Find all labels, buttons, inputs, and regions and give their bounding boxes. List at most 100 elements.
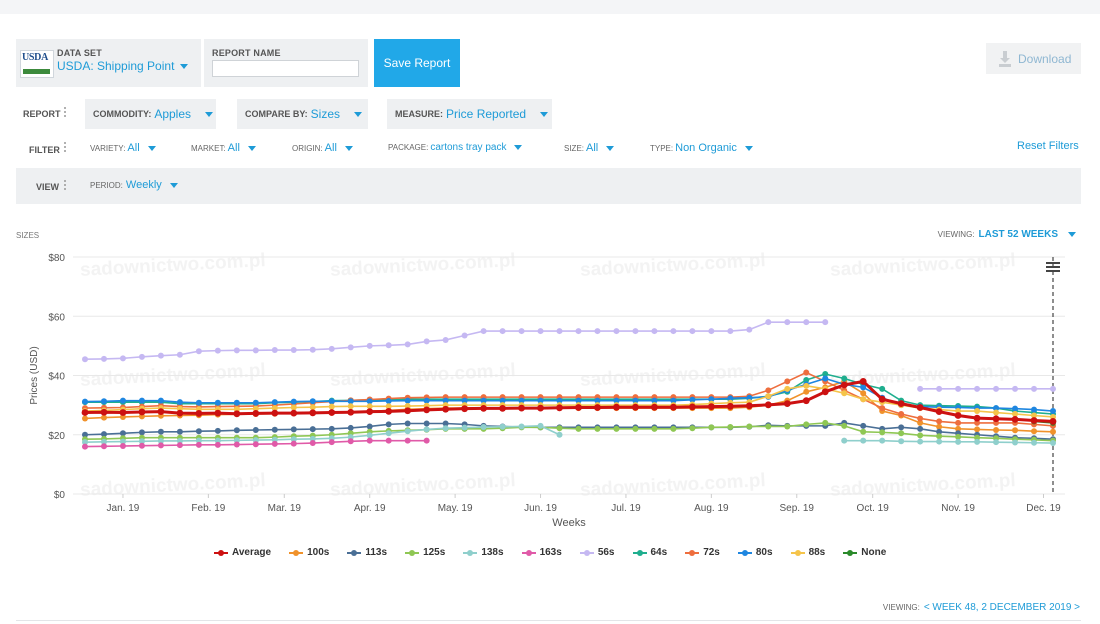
data-point-125s [784, 423, 791, 430]
legend-item-72s[interactable]: 72s [685, 547, 720, 558]
data-point-113s [366, 423, 373, 430]
data-point-163s [271, 440, 278, 447]
data-point-100s [860, 390, 867, 397]
data-point-88s [993, 409, 1000, 416]
data-point-100s [1012, 427, 1019, 434]
legend-item-163s[interactable]: 163s [521, 547, 562, 558]
data-point-80s [537, 397, 544, 404]
chevron-down-icon [744, 146, 753, 151]
data-point-average [859, 378, 867, 385]
data-point-163s [119, 443, 126, 450]
data-point-80s [1012, 405, 1019, 412]
market-filter[interactable]: MARKET: All [191, 142, 256, 154]
data-point-average [537, 404, 544, 412]
data-point-113s [290, 426, 297, 433]
variety-filter[interactable]: VARIETY: All [90, 142, 156, 154]
viewing-range-selector[interactable]: VIEWING: LAST 52 WEEKS [938, 229, 1076, 240]
save-report-button[interactable]: Save Report [374, 39, 460, 87]
origin-filter[interactable]: ORIGIN: All [292, 142, 353, 154]
data-point-56s [765, 319, 772, 326]
legend-swatch [347, 549, 362, 557]
data-point-113s [347, 424, 354, 431]
legend-item-113s[interactable]: 113s [347, 547, 387, 558]
data-point-56s [290, 347, 297, 354]
data-point-138s [556, 431, 563, 438]
commodity-dropdown[interactable]: COMMODITY: Apples [85, 99, 216, 129]
legend-item-100s[interactable]: 100s [289, 547, 329, 558]
y-tick-label: $40 [48, 372, 65, 383]
report-name-input[interactable] [212, 60, 359, 77]
data-point-100s [917, 419, 924, 426]
data-point-80s [632, 397, 639, 404]
data-point-average [764, 401, 772, 409]
type-filter[interactable]: TYPE: Non Organic [650, 142, 753, 154]
data-point-56s [328, 345, 335, 352]
data-point-138s [366, 432, 373, 439]
chart-legend: Average 100s 113s 125s 138s 163s 56s 64s 72s 80s 8… [214, 547, 904, 558]
x-tick-label: Jun. 19 [524, 503, 557, 514]
legend-item-88s[interactable]: 88s [790, 547, 825, 558]
measure-dropdown[interactable]: MEASURE: Price Reported [387, 99, 552, 129]
data-point-80s [404, 397, 411, 404]
data-point-138s [537, 422, 544, 429]
data-point-average [1049, 418, 1057, 425]
legend-item-none[interactable]: None [843, 547, 886, 558]
data-point-80s [82, 398, 88, 405]
legend-item-average[interactable]: Average [214, 547, 271, 558]
data-point-100s [82, 415, 88, 422]
data-point-125s [974, 434, 981, 441]
report-menu-icon[interactable] [64, 107, 66, 117]
legend-swatch [737, 549, 752, 557]
data-point-80s [214, 399, 221, 406]
data-point-average [1030, 417, 1038, 424]
week-navigator[interactable]: VIEWING: < WEEK 48, 2 DECEMBER 2019 > [882, 602, 1080, 613]
legend-item-64s[interactable]: 64s [632, 547, 667, 558]
data-point-56s [271, 347, 278, 354]
legend-item-125s[interactable]: 125s [405, 547, 445, 558]
data-point-72s [803, 369, 810, 376]
data-point-138s [936, 438, 943, 445]
size-filter[interactable]: SIZE: All [564, 142, 615, 154]
data-point-125s [670, 425, 677, 432]
download-button[interactable]: Download [986, 43, 1081, 74]
legend-item-80s[interactable]: 80s [737, 547, 773, 558]
data-point-163s [252, 441, 259, 448]
period-dropdown[interactable]: PERIOD: Weekly [90, 179, 178, 191]
data-point-average [992, 415, 1000, 423]
data-point-72s [974, 419, 981, 426]
data-point-average [119, 409, 127, 416]
data-point-138s [157, 437, 164, 444]
data-point-113s [898, 424, 905, 431]
data-point-138s [252, 437, 259, 444]
legend-label: 138s [481, 547, 504, 558]
compare-by-dropdown[interactable]: COMPARE BY: Sizes [237, 99, 368, 129]
legend-item-56s[interactable]: 56s [579, 547, 615, 558]
filter-menu-icon[interactable] [64, 142, 66, 152]
data-point-average [157, 408, 165, 416]
data-point-138s [423, 426, 430, 433]
data-point-138s [974, 438, 981, 445]
data-point-163s [347, 438, 354, 445]
data-point-163s [290, 440, 297, 447]
bottom-divider [16, 620, 1081, 621]
view-menu-icon[interactable] [64, 180, 66, 190]
data-point-113s [423, 420, 430, 427]
data-point-138s [898, 438, 905, 445]
data-point-138s [917, 438, 924, 445]
data-point-113s [176, 428, 183, 435]
data-point-125s [575, 425, 582, 432]
dataset-value[interactable]: USDA: Shipping Point [57, 59, 189, 73]
data-point-56s [974, 385, 981, 392]
package-filter[interactable]: PACKAGE: cartons tray pack [388, 142, 523, 153]
data-point-56s [442, 336, 449, 343]
reset-filters-link[interactable]: Reset Filters [1017, 140, 1079, 152]
chevron-down-icon [344, 146, 353, 151]
data-point-56s [309, 346, 316, 353]
data-point-64s [879, 385, 886, 392]
data-point-100s [993, 427, 1000, 434]
data-point-138s [879, 437, 886, 444]
dataset-selector[interactable]: USDA DATA SET USDA: Shipping Point [16, 39, 201, 87]
legend-item-138s[interactable]: 138s [463, 547, 504, 558]
usda-logo: USDA [20, 50, 54, 78]
data-point-138s [860, 437, 867, 444]
